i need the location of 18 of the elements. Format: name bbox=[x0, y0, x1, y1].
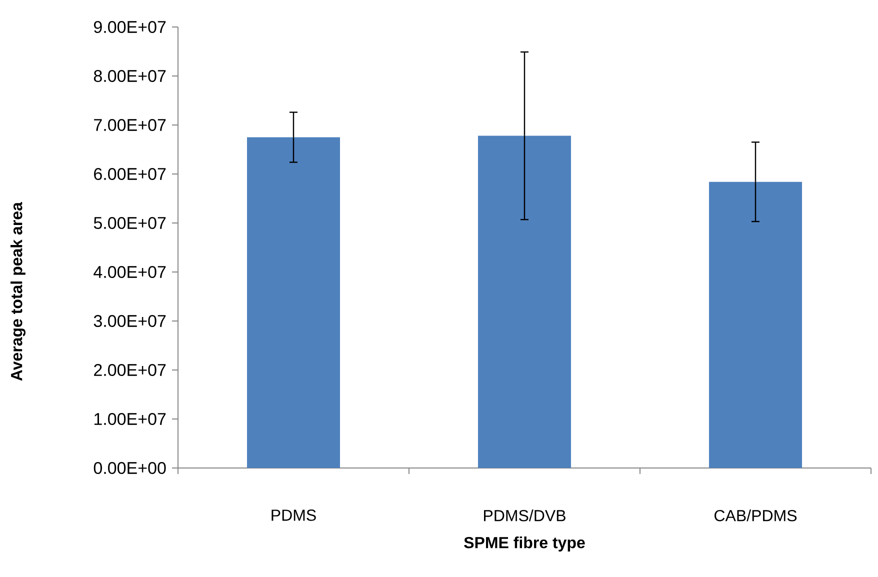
y-tick-label: 5.00E+07 bbox=[94, 216, 166, 230]
y-tick-label: 4.00E+07 bbox=[94, 266, 166, 278]
y-tick-label: 9.00E+07 bbox=[94, 20, 166, 34]
y-tick-label: 3.00E+07 bbox=[94, 314, 166, 328]
bar bbox=[478, 136, 571, 468]
y-tick-label: 1.00E+07 bbox=[94, 412, 166, 426]
y-tick-label: 7.00E+07 bbox=[94, 118, 166, 132]
bar bbox=[247, 137, 340, 468]
x-tick-label: PDMS bbox=[272, 510, 316, 521]
y-tick-label: 2.00E+07 bbox=[94, 364, 166, 376]
x-tick-label: CAB/PDMS bbox=[714, 510, 797, 522]
y-tick-label: 0.00E+00 bbox=[94, 462, 166, 474]
x-axis-title: SPME fibre type bbox=[464, 536, 585, 552]
y-axis-title: Average total peak area bbox=[10, 202, 26, 381]
bar bbox=[709, 182, 802, 468]
y-tick-label: 6.00E+07 bbox=[94, 168, 166, 180]
y-tick-label: 8.00E+07 bbox=[94, 70, 166, 82]
x-tick-label: PDMS/DVB bbox=[484, 510, 566, 522]
